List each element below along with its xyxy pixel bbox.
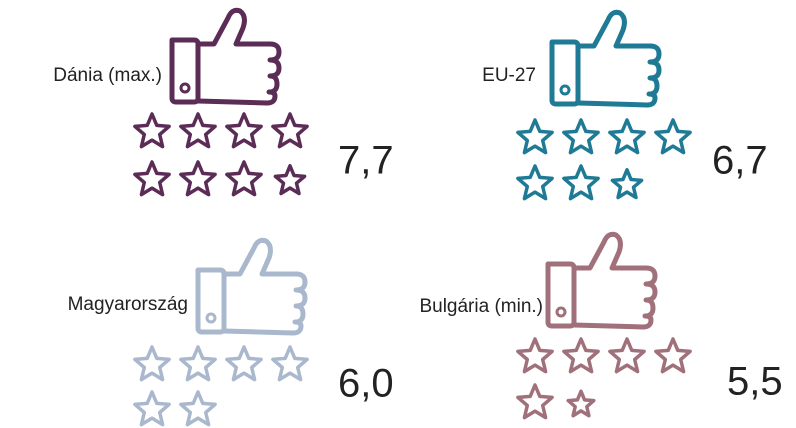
star — [133, 345, 171, 382]
star — [179, 112, 217, 149]
thumb — [545, 231, 658, 330]
value-label: 7,7 — [338, 139, 394, 183]
thumbs-up-icon — [545, 231, 658, 330]
star — [179, 390, 217, 427]
star — [516, 383, 554, 420]
star — [654, 118, 692, 155]
star — [225, 112, 263, 149]
panel-label: EU-27 — [482, 65, 536, 86]
value-label: 5,5 — [727, 360, 783, 404]
thumb — [549, 9, 662, 108]
cuff-dot — [205, 312, 217, 324]
thumb — [169, 7, 282, 106]
star — [654, 337, 692, 374]
thumbs-up-icon — [169, 7, 282, 106]
star — [179, 160, 217, 197]
star — [225, 345, 263, 382]
star — [133, 112, 171, 149]
cuff-dot — [555, 306, 567, 318]
cuff-dot — [179, 82, 191, 94]
star — [133, 390, 171, 427]
star — [562, 337, 600, 374]
star — [273, 164, 307, 196]
star — [133, 160, 171, 197]
star — [271, 112, 309, 149]
thumb — [195, 237, 308, 336]
star — [179, 345, 217, 382]
panel-label: Bulgária (min.) — [419, 296, 543, 317]
star — [566, 389, 596, 418]
star — [562, 164, 600, 201]
star — [608, 337, 646, 374]
value-label: 6,0 — [338, 362, 394, 406]
star — [610, 168, 644, 200]
star — [271, 345, 309, 382]
star — [225, 160, 263, 197]
panel-label: Magyarország — [68, 294, 188, 315]
cuff-dot — [559, 84, 571, 96]
value-label: 6,7 — [712, 139, 768, 183]
star — [516, 118, 554, 155]
star — [516, 164, 554, 201]
thumbs-up-icon — [549, 9, 662, 108]
star — [516, 337, 554, 374]
star — [608, 118, 646, 155]
panel-label: Dánia (max.) — [53, 65, 162, 86]
star — [562, 118, 600, 155]
thumbs-up-icon — [195, 237, 308, 336]
